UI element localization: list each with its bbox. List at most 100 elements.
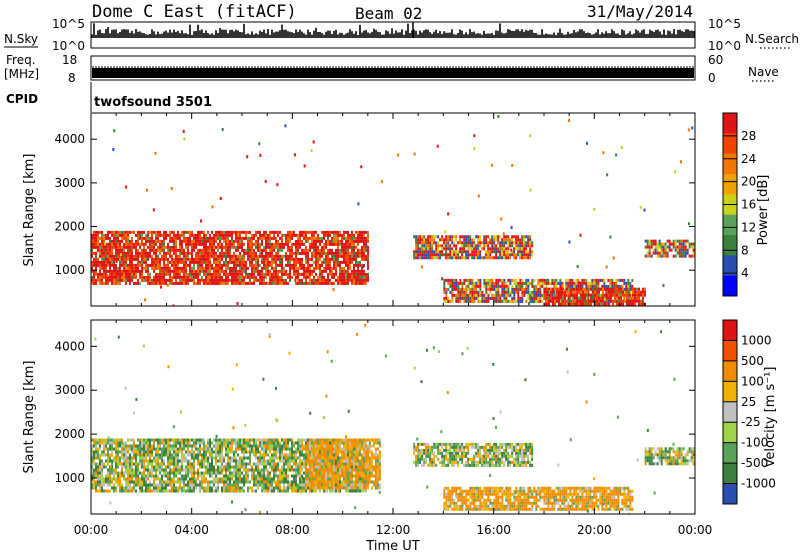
heatmap-cell	[177, 269, 179, 273]
heatmap-cell	[177, 471, 179, 475]
heatmap-cell	[139, 230, 141, 234]
heatmap-cell	[325, 245, 327, 249]
heatmap-cell	[427, 253, 430, 257]
heatmap-cell	[467, 287, 470, 291]
heatmap-cell	[531, 284, 534, 288]
heatmap-cell	[499, 293, 502, 297]
heatmap-cell	[640, 302, 642, 306]
heatmap-cell	[223, 251, 225, 255]
heatmap-cell	[337, 257, 339, 261]
heatmap-cell	[417, 235, 420, 239]
heatmap-cell	[617, 299, 620, 303]
heatmap-cell	[191, 278, 193, 282]
heatmap-cell	[507, 287, 510, 291]
heatmap-cell	[213, 257, 215, 261]
heatmap-cell	[295, 254, 297, 258]
heatmap-cell	[285, 239, 287, 243]
heatmap-cell	[616, 302, 618, 306]
heatmap-cell	[123, 474, 125, 478]
heatmap-cell	[443, 278, 446, 282]
heatmap-cell	[682, 254, 685, 258]
heatmap-cell	[455, 256, 458, 260]
heatmap-cell	[475, 247, 478, 251]
heatmap-cell	[153, 275, 155, 279]
heatmap-cell	[267, 281, 269, 285]
heatmap-cell	[660, 251, 663, 255]
heatmap-cell	[109, 441, 111, 445]
heatmap-cell	[149, 444, 151, 448]
heatmap-cell	[573, 281, 576, 285]
heatmap-cell	[233, 281, 235, 285]
heatmap-cell	[111, 251, 113, 255]
heatmap-cell	[421, 256, 424, 260]
heatmap-cell	[177, 441, 179, 445]
heatmap-cell	[325, 281, 327, 285]
heatmap-cell	[209, 242, 211, 246]
heatmap-cell	[157, 245, 159, 249]
heatmap-cell	[501, 284, 504, 288]
heatmap-cell	[129, 453, 131, 457]
heatmap-cell	[461, 244, 464, 248]
heatmap-cell	[221, 266, 223, 270]
heatmap-cell	[294, 278, 297, 282]
heatmap-cell	[521, 278, 524, 282]
heatmap-cell	[181, 245, 183, 249]
heatmap-cell	[485, 253, 488, 257]
heatmap-cell	[169, 239, 171, 243]
heatmap-cell	[307, 251, 309, 255]
heatmap-cell	[339, 269, 341, 273]
heatmap-cell	[435, 235, 438, 239]
heatmap-cell	[483, 278, 486, 282]
heatmap-cell	[660, 248, 663, 252]
heatmap-cell	[313, 251, 315, 255]
heatmap-cell	[97, 489, 99, 493]
heatmap-cell	[129, 477, 131, 481]
heatmap-cell	[157, 486, 159, 490]
heatmap-cell	[483, 293, 486, 297]
heatmap-cell	[489, 241, 492, 245]
heatmap-cell	[255, 266, 257, 270]
heatmap-cell	[199, 236, 201, 240]
heatmap-cell	[119, 278, 121, 282]
heatmap-cell	[269, 281, 271, 285]
heatmap-cell	[155, 462, 157, 466]
heatmap-cell	[507, 256, 510, 260]
heatmap-cell	[95, 242, 97, 246]
heatmap-cell	[165, 266, 167, 270]
heatmap-cell	[139, 456, 141, 460]
heatmap-cell	[103, 254, 105, 258]
heatmap-cell	[131, 266, 133, 270]
heatmap-cell	[548, 299, 550, 303]
heatmap-cell	[259, 263, 261, 267]
heatmap-cell	[117, 254, 119, 258]
heatmap-cell	[227, 263, 229, 267]
heatmap-cell	[93, 456, 95, 460]
heatmap-cell	[281, 248, 283, 252]
heatmap-cell	[99, 248, 101, 252]
heatmap-cell	[417, 247, 420, 251]
heatmap-cell	[159, 468, 161, 472]
heatmap-cell	[515, 281, 518, 285]
heatmap-cell	[495, 290, 498, 294]
heatmap-cell	[91, 248, 93, 252]
heatmap-cell	[279, 257, 281, 261]
heatmap-cell	[93, 486, 95, 490]
heatmap-cell	[502, 232, 505, 236]
heatmap-cell	[596, 296, 598, 300]
heatmap-cell	[263, 275, 265, 279]
heatmap-cell	[258, 142, 261, 146]
heatmap-cell	[481, 241, 484, 245]
heatmap-cell	[429, 235, 432, 239]
heatmap-cell	[181, 447, 183, 451]
heatmap-cell	[209, 260, 211, 264]
heatmap-cell	[211, 248, 213, 252]
heatmap-cell	[339, 266, 341, 270]
heatmap-cell	[149, 254, 151, 258]
heatmap-cell	[315, 266, 317, 270]
heatmap-cell	[463, 290, 466, 294]
heatmap-cell	[640, 299, 642, 303]
heatmap-cell	[101, 233, 103, 237]
heatmap-cell	[185, 269, 187, 273]
heatmap-cell	[263, 245, 265, 249]
heatmap-cell	[483, 235, 486, 239]
